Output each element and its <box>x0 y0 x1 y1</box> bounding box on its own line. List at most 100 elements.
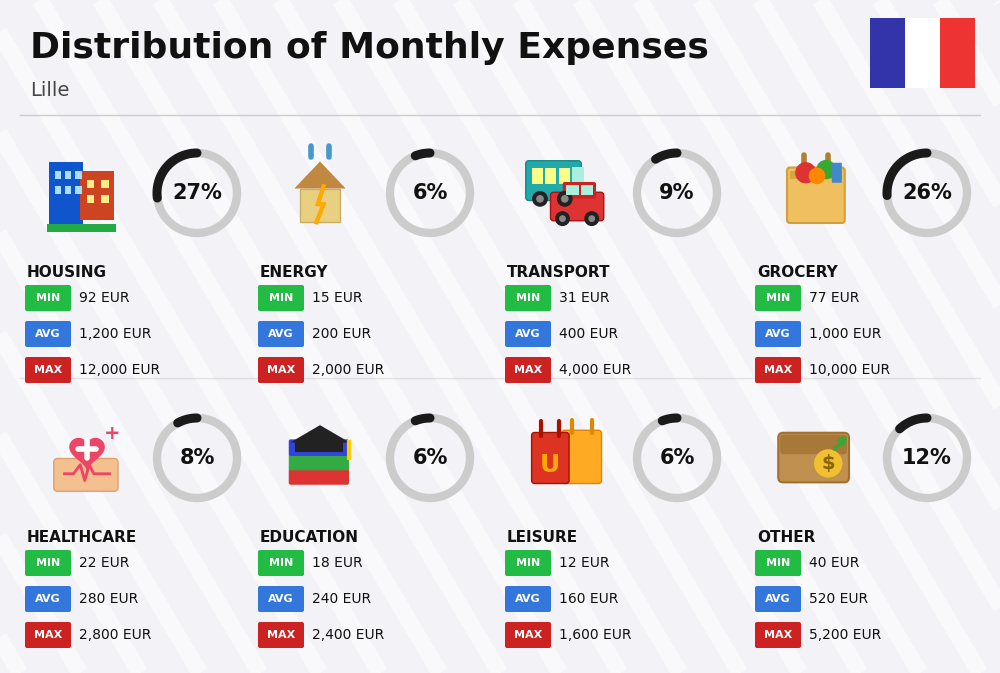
FancyBboxPatch shape <box>289 468 349 485</box>
Text: MIN: MIN <box>516 293 540 303</box>
Text: 6%: 6% <box>412 183 448 203</box>
FancyBboxPatch shape <box>25 321 71 347</box>
Text: 2,000 EUR: 2,000 EUR <box>312 363 384 377</box>
FancyBboxPatch shape <box>258 586 304 612</box>
FancyBboxPatch shape <box>258 622 304 648</box>
FancyBboxPatch shape <box>54 458 118 491</box>
Circle shape <box>796 163 816 182</box>
Text: 92 EUR: 92 EUR <box>79 291 130 305</box>
Text: HEALTHCARE: HEALTHCARE <box>27 530 137 545</box>
Text: MIN: MIN <box>766 293 790 303</box>
Text: 1,200 EUR: 1,200 EUR <box>79 327 151 341</box>
Text: 12 EUR: 12 EUR <box>559 556 610 570</box>
FancyBboxPatch shape <box>572 167 584 186</box>
FancyBboxPatch shape <box>25 357 71 383</box>
FancyBboxPatch shape <box>300 188 340 222</box>
FancyBboxPatch shape <box>49 162 82 225</box>
Text: 240 EUR: 240 EUR <box>312 592 371 606</box>
Text: 8%: 8% <box>179 448 215 468</box>
FancyBboxPatch shape <box>505 357 551 383</box>
Text: OTHER: OTHER <box>757 530 815 545</box>
Text: 5,200 EUR: 5,200 EUR <box>809 628 881 642</box>
FancyBboxPatch shape <box>790 170 842 178</box>
Text: MIN: MIN <box>516 558 540 568</box>
FancyBboxPatch shape <box>87 180 94 188</box>
FancyBboxPatch shape <box>25 285 71 311</box>
Circle shape <box>585 212 598 225</box>
Text: AVG: AVG <box>765 329 791 339</box>
FancyBboxPatch shape <box>940 18 975 88</box>
FancyBboxPatch shape <box>25 550 71 576</box>
FancyBboxPatch shape <box>755 357 801 383</box>
Text: 40 EUR: 40 EUR <box>809 556 859 570</box>
FancyBboxPatch shape <box>65 170 71 178</box>
FancyBboxPatch shape <box>505 285 551 311</box>
Text: MAX: MAX <box>34 630 62 640</box>
FancyBboxPatch shape <box>258 357 304 383</box>
FancyBboxPatch shape <box>258 321 304 347</box>
Text: 12,000 EUR: 12,000 EUR <box>79 363 160 377</box>
Text: HOUSING: HOUSING <box>27 265 107 280</box>
Text: 31 EUR: 31 EUR <box>559 291 610 305</box>
Circle shape <box>817 161 835 178</box>
Text: 10,000 EUR: 10,000 EUR <box>809 363 890 377</box>
Text: 26%: 26% <box>902 183 952 203</box>
FancyBboxPatch shape <box>778 433 849 483</box>
Text: LEISURE: LEISURE <box>507 530 578 545</box>
Text: AVG: AVG <box>515 594 541 604</box>
Text: AVG: AVG <box>515 329 541 339</box>
Text: AVG: AVG <box>35 329 61 339</box>
FancyBboxPatch shape <box>505 321 551 347</box>
FancyBboxPatch shape <box>870 18 975 88</box>
FancyBboxPatch shape <box>559 168 570 184</box>
Text: MIN: MIN <box>36 558 60 568</box>
FancyBboxPatch shape <box>780 435 847 454</box>
Circle shape <box>558 192 572 206</box>
Text: 280 EUR: 280 EUR <box>79 592 138 606</box>
Circle shape <box>537 196 543 202</box>
FancyBboxPatch shape <box>25 586 71 612</box>
FancyBboxPatch shape <box>787 168 845 223</box>
Text: 6%: 6% <box>659 448 695 468</box>
Circle shape <box>556 212 569 225</box>
Circle shape <box>560 216 565 221</box>
FancyBboxPatch shape <box>505 586 551 612</box>
Circle shape <box>815 450 842 477</box>
Text: 12%: 12% <box>902 448 952 468</box>
Text: MIN: MIN <box>36 293 60 303</box>
FancyBboxPatch shape <box>870 18 905 88</box>
FancyBboxPatch shape <box>289 454 349 470</box>
FancyBboxPatch shape <box>755 321 801 347</box>
Text: MAX: MAX <box>514 365 542 375</box>
Text: 200 EUR: 200 EUR <box>312 327 371 341</box>
Text: 18 EUR: 18 EUR <box>312 556 363 570</box>
FancyBboxPatch shape <box>46 223 116 232</box>
Text: TRANSPORT: TRANSPORT <box>507 265 610 280</box>
Text: MIN: MIN <box>269 293 293 303</box>
FancyBboxPatch shape <box>532 168 543 184</box>
Text: 6%: 6% <box>412 448 448 468</box>
FancyBboxPatch shape <box>75 186 82 194</box>
Text: MIN: MIN <box>269 558 293 568</box>
Text: 2,400 EUR: 2,400 EUR <box>312 628 384 642</box>
FancyBboxPatch shape <box>545 168 556 184</box>
Circle shape <box>809 168 825 184</box>
Text: ENERGY: ENERGY <box>260 265 328 280</box>
Circle shape <box>589 216 594 221</box>
FancyBboxPatch shape <box>25 622 71 648</box>
FancyBboxPatch shape <box>550 192 604 221</box>
Text: EDUCATION: EDUCATION <box>260 530 359 545</box>
FancyBboxPatch shape <box>526 161 581 201</box>
Text: MAX: MAX <box>34 365 62 375</box>
Text: 1,600 EUR: 1,600 EUR <box>559 628 632 642</box>
Text: 27%: 27% <box>172 183 222 203</box>
FancyBboxPatch shape <box>755 586 801 612</box>
Text: Lille: Lille <box>30 81 69 100</box>
FancyBboxPatch shape <box>580 185 593 194</box>
Circle shape <box>562 196 568 202</box>
FancyBboxPatch shape <box>101 180 109 188</box>
Text: 520 EUR: 520 EUR <box>809 592 868 606</box>
FancyBboxPatch shape <box>562 430 602 483</box>
FancyBboxPatch shape <box>505 622 551 648</box>
FancyBboxPatch shape <box>75 170 82 178</box>
